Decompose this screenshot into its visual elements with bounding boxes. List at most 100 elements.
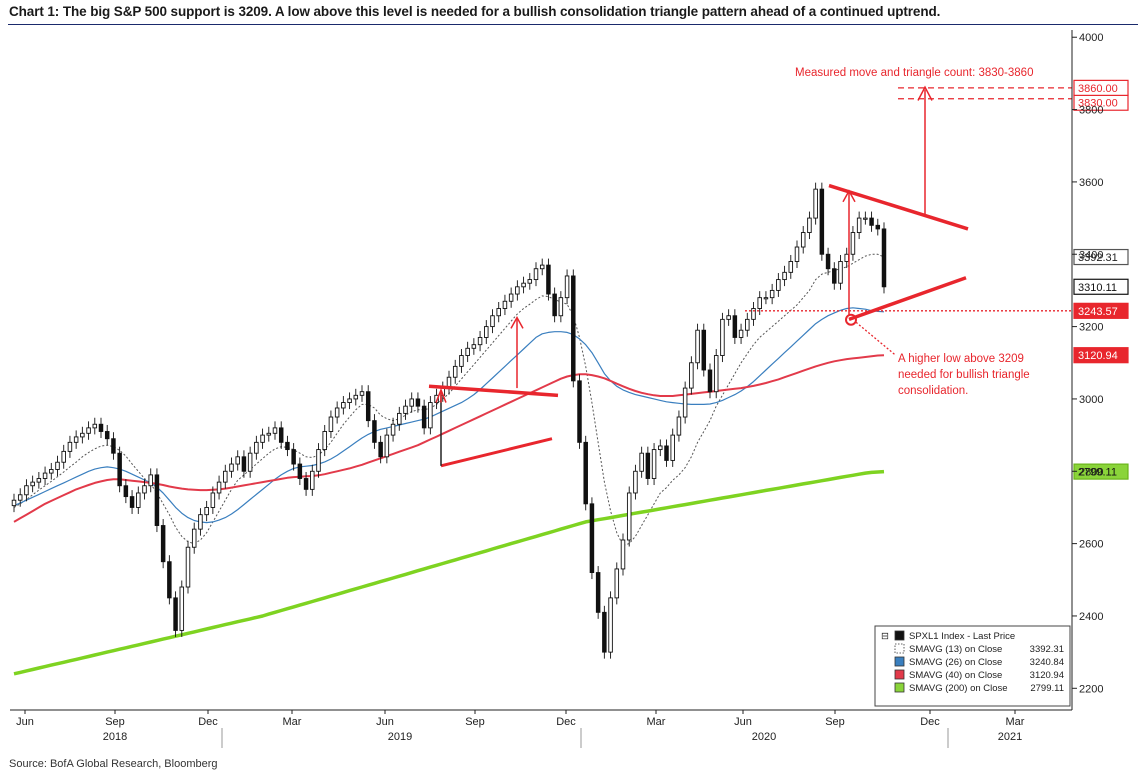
candle-body [832, 268, 837, 284]
candle-body [689, 362, 694, 389]
x-month-label: Mar [1006, 716, 1025, 728]
candle-body [167, 561, 172, 599]
candle-body [266, 432, 272, 436]
candle-body [17, 494, 23, 501]
candle-body [664, 445, 669, 461]
candle-body [111, 438, 116, 454]
y-tick-label: 2400 [1079, 611, 1103, 623]
x-year-label: 2021 [998, 731, 1022, 743]
triangle-2019-arrow-head [435, 387, 447, 403]
y-tick-label: 2800 [1079, 466, 1103, 478]
annotation-layer: Measured move and triangle count: 3830-3… [428, 67, 1129, 480]
ma-line-4 [13, 469, 885, 676]
candle-body [24, 485, 29, 496]
price-tag-label: 2799.11 [1078, 467, 1117, 479]
candle-body [676, 416, 682, 436]
price-tag-label: 3310.11 [1078, 282, 1117, 294]
candle-body [142, 485, 147, 494]
candle-body [291, 449, 296, 465]
candle-body [303, 478, 309, 490]
candle-body [229, 463, 234, 472]
axis-layer: 2200 2400 2600 2800 3000 3200 3400 3600 3800 4000… [10, 30, 1103, 748]
candle-body [745, 318, 750, 331]
price-tag-box [1073, 347, 1129, 364]
candle-body [42, 472, 48, 479]
candle-body [421, 405, 427, 429]
candle-body [92, 423, 98, 429]
legend-value: 3120.94 [1030, 670, 1064, 681]
legend-swatch [894, 682, 905, 693]
candle-body [80, 432, 85, 438]
candle-body [260, 434, 265, 443]
triangle-2020-height-arrowhead [842, 189, 856, 203]
candle-body [285, 441, 290, 451]
candle-body [776, 279, 781, 291]
x-month-label: Sep [465, 716, 485, 728]
candle-body [334, 407, 340, 418]
candle-body [179, 586, 185, 631]
title-rule [8, 24, 1138, 25]
candle-body [695, 329, 700, 364]
candle-body [359, 391, 365, 396]
candle-body [782, 271, 787, 281]
candle-body [154, 474, 160, 526]
x-month-label: Dec [556, 716, 576, 728]
legend-swatch [894, 643, 905, 654]
x-year-label: 2018 [103, 731, 127, 743]
x-month-label: Dec [920, 716, 940, 728]
price-tag-label: 3392.31 [1078, 252, 1118, 264]
candle-body [384, 434, 390, 458]
candle-body [452, 365, 458, 378]
candle-body [589, 503, 595, 574]
candle-body [372, 420, 377, 443]
candle-body [527, 279, 533, 284]
price-tag-label: 3860.00 [1078, 83, 1118, 95]
legend-label: SMAVG (13) on Close [909, 644, 1002, 655]
y-tick-label: 3000 [1079, 394, 1103, 406]
candle-body [490, 315, 495, 328]
legend-swatch [894, 669, 905, 680]
candle-body [496, 308, 501, 317]
price-tag-label: 3120.94 [1078, 350, 1118, 362]
candle-body [856, 217, 862, 234]
candle-body [707, 369, 713, 393]
candle-body [682, 387, 688, 418]
candle-body [36, 478, 42, 483]
candle-body [552, 293, 557, 317]
candle-body [515, 286, 520, 295]
x-month-label: Sep [825, 716, 845, 728]
candle-body [869, 217, 874, 226]
candle-body [651, 449, 657, 479]
candle-body [658, 445, 663, 451]
candle-body [278, 427, 284, 443]
measured-move-annotation: Measured move and triangle count: 3830-3… [795, 67, 1033, 79]
candle-body [86, 427, 91, 434]
candle-body [477, 336, 483, 346]
legend-label: SMAVG (26) on Close [909, 657, 1002, 668]
candle-body [788, 261, 794, 273]
candle-body [55, 461, 60, 470]
candle-body [216, 481, 222, 494]
candle-body [577, 380, 582, 443]
candle-body [521, 282, 526, 288]
triangle-2019-top [428, 384, 559, 398]
candle-body [757, 297, 762, 309]
candle-body [247, 452, 253, 472]
y-tick-label: 4000 [1079, 32, 1103, 44]
candle-body [465, 347, 470, 356]
price-tag-box [1073, 302, 1129, 319]
candle-body [639, 452, 644, 472]
candle-body [800, 232, 806, 248]
candle-body [61, 450, 66, 463]
legend-swatch [894, 656, 905, 667]
candle-body [235, 456, 240, 465]
candle-body [670, 434, 675, 461]
candle-body [751, 308, 756, 320]
y-tick-label: 2600 [1079, 539, 1103, 551]
legend-value: 2799.11 [1030, 683, 1064, 694]
candle-body [539, 264, 545, 270]
candle-body [620, 539, 626, 570]
candle-body [732, 315, 738, 338]
candle-body [347, 398, 352, 404]
legend-collapse-icon: ⊟ [881, 631, 889, 642]
